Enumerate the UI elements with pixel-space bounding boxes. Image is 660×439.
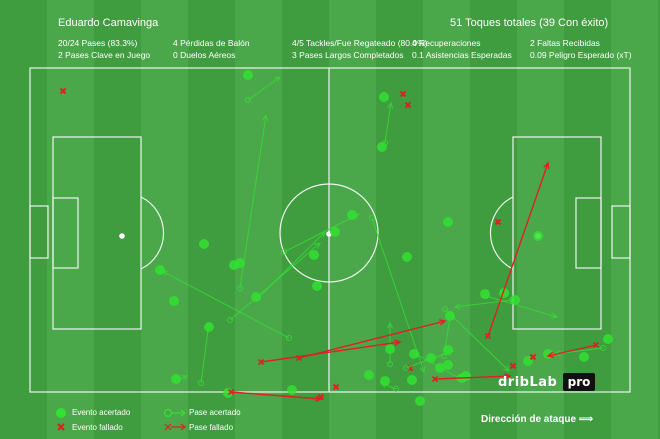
- legend-failed-event-icon: [57, 423, 65, 431]
- success-event-marker: [169, 296, 179, 306]
- failed-event-marker: [529, 353, 537, 361]
- failed-event-marker: [509, 362, 517, 370]
- right-goal-area: [575, 197, 602, 269]
- left-goal: [29, 205, 49, 259]
- failed-pass-arrow: [295, 319, 447, 362]
- success-pass-arrow: [174, 375, 189, 383]
- success-event-marker: [377, 142, 387, 152]
- center-circle: [279, 183, 379, 283]
- success-event-marker: [379, 92, 389, 102]
- brand-logo: dribLab: [498, 375, 558, 390]
- success-event-marker: [461, 371, 471, 381]
- stat-tackles: 4/5 Tackles/Fue Regateado (80.0%): [292, 38, 428, 48]
- success-event-marker: [199, 239, 209, 249]
- failed-pass-arrow: [227, 388, 323, 402]
- success-event-marker: [533, 231, 543, 241]
- right-goal: [611, 205, 631, 259]
- success-event-marker: [364, 370, 374, 380]
- success-pass-arrow: [160, 270, 292, 341]
- stat-expected-threat: 0.09 Peligro Esperado (xT): [530, 50, 632, 60]
- legend-success-event-icon: [56, 408, 66, 418]
- success-pass-arrow: [281, 213, 361, 255]
- failed-pass-arrow: [431, 372, 512, 383]
- total-touches: 51 Toques totales (39 Con éxito): [450, 17, 609, 29]
- stat-expected-assists: 0.1 Asistencias Esperadas: [412, 50, 512, 60]
- success-event-marker: [579, 352, 589, 362]
- stat-recoveries: 4 Recuperaciones: [412, 38, 481, 48]
- success-pass-arrow: [379, 382, 399, 392]
- success-event-marker: [415, 396, 425, 406]
- brand-pro-badge: pro: [563, 373, 595, 391]
- failed-event-marker: [399, 90, 407, 98]
- success-pass-arrow: [198, 321, 212, 386]
- failed-pass-arrow: [484, 161, 550, 340]
- success-pass-arrow: [369, 215, 426, 374]
- right-penalty-arc: [489, 196, 514, 270]
- success-event-marker: [204, 322, 214, 332]
- attack-direction: Dirección de ataque ⟹: [481, 414, 594, 425]
- success-event-marker: [443, 360, 453, 370]
- success-pass-arrow: [245, 76, 281, 103]
- failed-event-marker: [332, 383, 340, 391]
- success-event-marker: [402, 252, 412, 262]
- success-pass-arrow: [453, 297, 515, 310]
- success-event-marker: [243, 70, 253, 80]
- left-goal-area: [52, 197, 79, 269]
- pitch-boundary: [29, 67, 631, 393]
- success-event-marker: [407, 375, 417, 385]
- right-penalty-area: [512, 136, 602, 330]
- success-pass-arrow: [483, 293, 559, 319]
- success-pass-arrow: [442, 306, 510, 372]
- success-event-marker: [603, 334, 613, 344]
- legend-failed-pass-icon: [164, 423, 186, 431]
- stat-fouls-won: 2 Faltas Recibidas: [530, 38, 600, 48]
- legend-failed-event-label: Evento fallado: [72, 423, 123, 432]
- success-event-marker: [330, 227, 340, 237]
- success-pass-arrow: [382, 101, 394, 146]
- failed-pass-arrow: [546, 341, 600, 359]
- success-event-marker: [443, 217, 453, 227]
- left-penalty-area: [52, 136, 142, 330]
- legend-success-pass-label: Pase acertado: [189, 408, 241, 417]
- success-pass-arrow: [227, 242, 321, 323]
- failed-event-marker: [59, 87, 67, 95]
- stat-passes: 20/24 Pases (83.3%): [58, 38, 138, 48]
- success-event-marker: [309, 250, 319, 260]
- legend-failed-pass-label: Pase fallado: [189, 423, 234, 432]
- failed-event-marker: [494, 218, 502, 226]
- success-event-marker: [235, 258, 245, 268]
- failed-event-marker: [404, 101, 412, 109]
- stat-long-passes: 3 Pases Largos Completados: [292, 50, 404, 60]
- left-penalty-spot: [119, 233, 125, 239]
- success-event-marker: [287, 385, 297, 395]
- legend-success-pass-icon: [163, 408, 186, 418]
- legend-success-event-label: Evento acertado: [72, 408, 131, 417]
- passes-layer: [160, 76, 606, 402]
- success-pass-arrow: [441, 309, 454, 359]
- success-pass-arrow: [237, 113, 269, 291]
- success-event-marker: [347, 210, 357, 220]
- stat-turnovers: 4 Pérdidas de Balón: [173, 38, 250, 48]
- pitch-lines: [29, 67, 631, 393]
- failed-pass-arrow: [257, 339, 402, 366]
- player-name: Eduardo Camavinga: [58, 17, 159, 29]
- stat-key-passes: 2 Pases Clave en Juego: [58, 50, 151, 60]
- events-layer: [59, 70, 613, 406]
- success-event-marker: [312, 281, 322, 291]
- stat-aerial-duels: 0 Duelos Aéreos: [173, 50, 236, 60]
- left-penalty-arc: [140, 196, 165, 270]
- success-pass-arrow: [412, 352, 462, 381]
